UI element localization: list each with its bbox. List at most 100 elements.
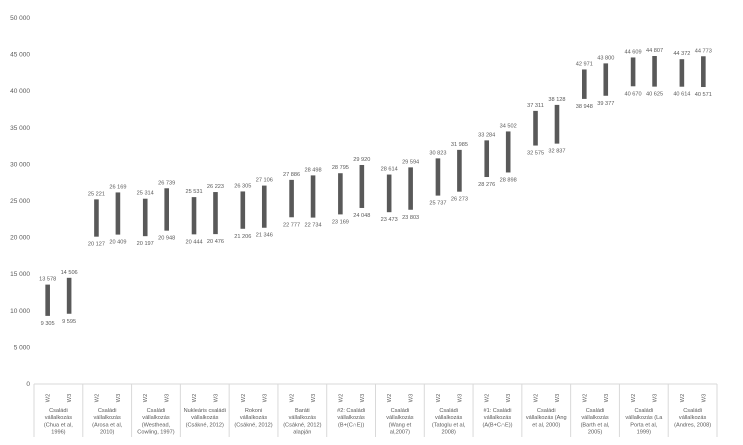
high-value-label: 33 284 — [478, 132, 495, 138]
category-label: Családi — [49, 408, 68, 414]
range-bar — [94, 199, 99, 237]
category-label: et al, 2000) — [532, 422, 560, 428]
high-value-label: 28 795 — [332, 165, 349, 171]
high-value-label: 26 305 — [234, 183, 251, 189]
low-value-label: 23 473 — [381, 217, 398, 223]
series-label: W2 — [631, 394, 637, 402]
low-value-label: 40 571 — [695, 92, 712, 98]
category-label: vállalkozás — [45, 415, 73, 421]
y-tick-label: 10 000 — [10, 308, 30, 315]
range-bar — [435, 158, 441, 196]
high-value-label: 44 609 — [625, 49, 642, 55]
low-value-label: 20 948 — [158, 236, 175, 242]
range-bar — [484, 140, 490, 178]
high-value-label: 38 128 — [548, 97, 565, 103]
category-label: Családi — [98, 408, 117, 414]
low-value-label: 20 476 — [207, 239, 224, 245]
category-label: (Csákné, 2012) — [186, 422, 224, 428]
low-value-label: 9 305 — [41, 321, 55, 327]
series-label: W2 — [94, 394, 100, 402]
low-value-label: 40 625 — [646, 92, 663, 98]
y-tick-label: 0 — [26, 381, 30, 388]
category-label: Rokoni — [245, 408, 262, 414]
range-bar — [240, 191, 246, 229]
plot-area: 13 578 9 305 14 506 9 595 25 221 20 127 26 169… — [39, 48, 712, 327]
category-label: (Wang et — [389, 422, 412, 428]
category-label: vállalkozás — [679, 415, 707, 421]
range-bar — [582, 69, 587, 99]
category-label: (B+(C∩E)) — [338, 422, 364, 428]
high-value-label: 25 531 — [185, 189, 202, 195]
series-label: W3 — [457, 394, 463, 402]
series-label: W3 — [653, 394, 659, 402]
category-label: (Barth et al, — [581, 422, 610, 428]
series-label: W3 — [262, 394, 268, 402]
low-value-label: 40 614 — [673, 92, 690, 98]
category-label: Családi — [683, 408, 702, 414]
low-value-label: 40 670 — [625, 91, 642, 97]
category-label: vállalkozás — [289, 415, 317, 421]
low-value-label: 32 575 — [527, 151, 544, 157]
series-label: W2 — [241, 394, 247, 402]
range-bar — [115, 192, 121, 235]
high-value-label: 44 807 — [646, 48, 663, 54]
range-bar — [338, 173, 343, 215]
series-label: W3 — [555, 394, 561, 402]
y-tick-label: 20 000 — [10, 235, 30, 242]
high-value-label: 26 223 — [207, 184, 224, 190]
high-value-label: 43 800 — [597, 55, 614, 61]
category-label: 2008) — [442, 430, 456, 436]
category-label: vállalkozás — [93, 415, 121, 421]
series-label: W2 — [680, 394, 686, 402]
high-value-label: 37 311 — [527, 103, 544, 109]
y-tick-label: 35 000 — [10, 125, 30, 132]
high-value-label: 29 920 — [353, 157, 370, 163]
low-value-label: 9 595 — [62, 319, 76, 325]
high-value-label: 44 773 — [695, 48, 712, 54]
high-value-label: 26 739 — [158, 180, 175, 186]
series-label: W3 — [409, 394, 415, 402]
high-value-label: 42 971 — [576, 61, 593, 67]
range-bar — [289, 179, 294, 218]
high-value-label: 27 886 — [283, 172, 300, 178]
series-label: W3 — [701, 394, 707, 402]
low-value-label: 38 948 — [576, 104, 593, 110]
high-value-label: 14 506 — [61, 270, 78, 276]
category-label: vállalkozás — [484, 415, 512, 421]
y-tick-label: 5 000 — [14, 344, 31, 351]
range-bar — [142, 198, 148, 237]
series-label: W3 — [506, 394, 512, 402]
high-value-label: 29 594 — [402, 159, 419, 165]
series-label: W3 — [604, 394, 610, 402]
low-value-label: 28 276 — [478, 182, 495, 188]
range-bar — [505, 131, 511, 173]
category-label: Családi — [586, 408, 605, 414]
category-label: 2010) — [100, 430, 114, 436]
low-value-label: 23 803 — [402, 215, 419, 221]
series-label: W2 — [485, 394, 491, 402]
low-value-label: 21 206 — [234, 234, 251, 240]
category-label: vállalkozás — [386, 415, 414, 421]
category-label: Családi — [439, 408, 458, 414]
category-label: vállalkozás — [191, 415, 219, 421]
high-value-label: 13 578 — [39, 277, 56, 283]
series-label: W2 — [582, 394, 588, 402]
category-label: Családi — [634, 408, 653, 414]
high-value-label: 31 985 — [451, 142, 468, 148]
y-tick-label: 25 000 — [10, 198, 30, 205]
low-value-label: 20 444 — [185, 239, 202, 245]
low-value-label: 32 837 — [548, 149, 565, 155]
series-label: W2 — [436, 394, 442, 402]
range-bar — [457, 149, 462, 192]
category-label: #1: Családi — [483, 408, 511, 414]
category-label: 2005) — [588, 430, 602, 436]
range-bar — [66, 277, 72, 314]
low-value-label: 39 377 — [597, 101, 614, 107]
category-label: (Arosa et al, — [92, 422, 123, 428]
high-value-label: 34 502 — [500, 123, 517, 129]
category-label: Porta et al, — [630, 422, 657, 428]
category-label: vállalkozás — [142, 415, 170, 421]
range-bar — [164, 188, 169, 231]
category-label: al,2007) — [390, 430, 410, 436]
series-label: W2 — [290, 394, 296, 402]
